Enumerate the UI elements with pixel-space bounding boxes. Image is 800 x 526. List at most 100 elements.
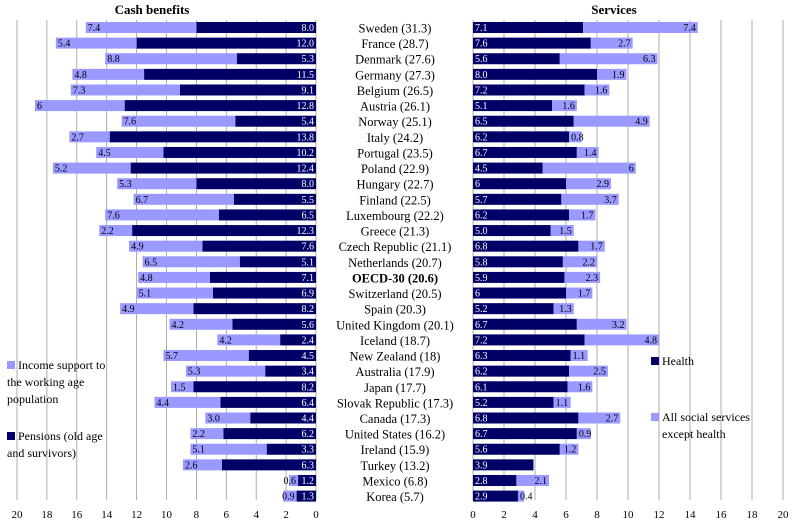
label-social-services-netherlands: 2.2 (583, 257, 596, 268)
bar-health-australia (473, 365, 570, 377)
label-income-support-portugal: 4.5 (98, 148, 111, 159)
bar-social-services-finland (561, 193, 619, 205)
services-tick-label: 4 (532, 509, 538, 521)
country-label-portugal: Portugal (23.5) (357, 146, 433, 160)
bar-pensions-new-zealand (248, 350, 316, 362)
services-tick-label: 10 (623, 509, 635, 521)
bar-pensions-korea (296, 490, 316, 502)
label-pensions-new-zealand: 4.5 (302, 351, 315, 362)
country-label-germany: Germany (27.3) (355, 68, 435, 82)
label-health-new-zealand: 6.3 (475, 351, 488, 362)
legend-income-line-3: population (7, 392, 58, 406)
services-legend: Health All social services except health (651, 354, 753, 441)
cash-benefits-legend: Income support to the working age popula… (7, 358, 106, 460)
label-social-services-belgium: 1.6 (595, 85, 608, 96)
bar-pensions-finland (233, 193, 316, 205)
legend-label-pensions: Pensions (old age and survivors) (7, 429, 106, 460)
legend-swatch-pensions (7, 432, 15, 440)
bar-social-services-united-kingdom (576, 318, 627, 330)
label-social-services-greece: 1.5 (559, 226, 572, 237)
label-social-services-poland: 6 (629, 164, 634, 175)
bar-health-netherlands (473, 256, 563, 268)
bar-social-services-austria (552, 100, 577, 112)
bar-income-support-slovak-republic (154, 396, 221, 408)
label-income-support-greece: 2.2 (101, 226, 114, 237)
legend-swatch-social-services (651, 413, 659, 421)
cash-tick-label: 20 (12, 509, 24, 521)
bar-income-support-sweden (85, 22, 197, 33)
legend-label-social-services: All social services except health (662, 410, 753, 441)
bar-health-hungary (473, 178, 566, 190)
cash-tick-label: 14 (101, 509, 113, 521)
bar-health-poland (473, 162, 543, 174)
bar-pensions-luxembourg (218, 209, 316, 221)
bar-health-new-zealand (473, 350, 571, 362)
bar-income-support-new-zealand (163, 350, 249, 362)
label-income-support-turkey: 2.6 (185, 460, 198, 471)
bar-health-portugal (473, 146, 577, 158)
cash-tick-label: 10 (161, 509, 173, 521)
label-health-iceland: 7.2 (475, 335, 488, 346)
bar-income-support-ireland (190, 443, 267, 455)
cash-tick-label: 6 (224, 509, 230, 521)
bar-social-services-belgium (584, 84, 610, 96)
services-bars: 7.1 7.4 7.6 2.7 5.6 6.3 8.0 1.9 7.2 1.6 5.1 1.6 6.5 4… (473, 22, 698, 503)
label-income-support-iceland: 4.2 (219, 335, 232, 346)
country-label-australia: Australia (17.9) (355, 365, 434, 379)
bar-health-germany (473, 68, 597, 80)
label-social-services-switzerland: 1.7 (578, 289, 591, 300)
label-income-support-luxembourg: 7.6 (107, 210, 120, 221)
label-social-services-france: 2.7 (618, 39, 631, 50)
cash-tick-label: 2 (283, 509, 289, 521)
bar-income-support-turkey (182, 459, 222, 471)
legend-pensions-line-2: and survivors) (7, 446, 76, 460)
country-label-turkey: Turkey (13.2) (361, 459, 430, 473)
label-health-portugal: 6.7 (475, 148, 488, 159)
services-tick-label: 14 (685, 509, 697, 521)
label-health-korea: 2.9 (475, 492, 488, 503)
label-income-support-australia: 5.3 (188, 367, 201, 378)
label-pensions-ireland: 3.3 (302, 445, 315, 456)
label-pensions-slovak-republic: 6.4 (302, 398, 315, 409)
bar-health-ireland (473, 443, 560, 455)
label-health-canada: 6.8 (475, 414, 488, 425)
label-pensions-turkey: 6.3 (302, 460, 315, 471)
label-social-services-germany: 1.9 (612, 70, 625, 81)
bar-social-services-ireland (559, 443, 579, 455)
country-label-japan: Japan (17.7) (364, 381, 426, 395)
bar-income-support-france (55, 37, 137, 49)
label-social-services-united-kingdom: 3.2 (612, 320, 625, 331)
label-social-services-oecd-30: 2.3 (586, 273, 599, 284)
bar-income-support-hungary (117, 178, 197, 190)
bar-health-finland (473, 193, 562, 205)
label-social-services-luxembourg: 1.7 (581, 210, 594, 221)
label-pensions-oecd-30: 7.1 (302, 273, 315, 284)
label-health-united-states: 6.7 (475, 429, 488, 440)
bar-income-support-austria (34, 100, 125, 112)
label-health-finland: 5.7 (475, 195, 488, 206)
label-income-support-mexico: 0.6 (284, 476, 297, 487)
bar-pensions-turkey (221, 459, 316, 471)
country-label-oecd-30: OECD-30 (20.6) (352, 271, 438, 285)
bar-health-belgium (473, 84, 585, 96)
label-social-services-ireland: 1.2 (564, 445, 577, 456)
bar-health-switzerland (473, 287, 566, 299)
country-label-austria: Austria (26.1) (360, 100, 430, 114)
label-health-italy: 6.2 (475, 132, 488, 143)
label-income-support-hungary: 5.3 (119, 179, 132, 190)
bar-social-services-australia (569, 365, 608, 377)
axis-tick-labels: 20 18 16 14 12 10 8 6 4 2 0 0 2 4 6 8 10 12 14 16 18 20 (12, 509, 790, 521)
services-tick-label: 6 (563, 509, 569, 521)
label-income-support-united-states: 2.2 (192, 429, 205, 440)
label-social-services-sweden: 7.4 (683, 23, 696, 34)
bar-health-italy (473, 131, 570, 143)
bar-pensions-greece (132, 225, 316, 237)
label-social-services-iceland: 4.8 (645, 335, 658, 346)
bar-income-support-switzerland (136, 287, 213, 299)
bar-pensions-sweden (196, 22, 316, 33)
label-social-services-finland: 3.7 (604, 195, 617, 206)
label-health-poland: 4.5 (475, 164, 488, 175)
label-health-czech-republic: 6.8 (475, 242, 488, 253)
country-label-united-states: United States (16.2) (345, 428, 445, 442)
label-income-support-switzerland: 5.1 (139, 289, 152, 300)
